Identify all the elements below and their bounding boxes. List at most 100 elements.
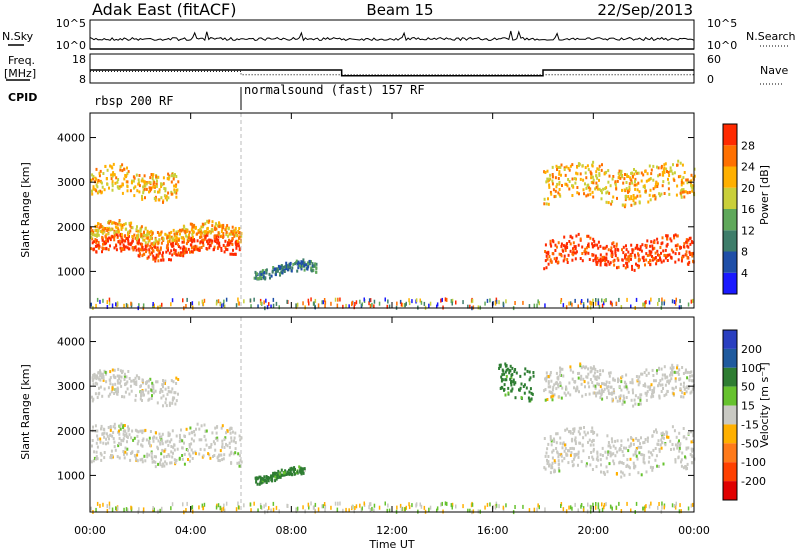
data-cell — [94, 375, 97, 379]
data-cell — [651, 434, 654, 438]
data-cell — [603, 472, 606, 476]
data-cell — [544, 171, 547, 174]
data-cell — [268, 506, 270, 511]
data-cell — [117, 387, 119, 391]
data-cell — [621, 188, 623, 192]
data-cell — [599, 244, 602, 248]
data-cell — [134, 398, 137, 402]
data-cell — [680, 464, 683, 468]
data-cell — [595, 256, 598, 260]
data-cell — [259, 298, 262, 303]
data-cell — [339, 297, 341, 302]
data-cell — [608, 444, 611, 448]
data-cell — [204, 222, 207, 226]
data-cell — [645, 244, 648, 248]
data-cell — [234, 431, 237, 435]
data-cell — [157, 175, 160, 179]
data-cell — [104, 165, 107, 168]
data-cell — [183, 240, 185, 244]
data-cell — [90, 226, 92, 230]
data-cell — [613, 378, 616, 382]
data-cell — [591, 242, 594, 246]
data-cell — [644, 304, 646, 309]
data-cell — [199, 235, 201, 239]
data-cell — [125, 435, 128, 438]
data-cell — [196, 239, 199, 243]
data-cell — [501, 373, 504, 377]
data-cell — [626, 189, 629, 193]
data-cell — [98, 377, 101, 381]
data-cell — [121, 191, 124, 195]
data-cell — [225, 230, 228, 234]
data-cell — [171, 455, 174, 459]
data-cell — [559, 382, 562, 386]
data-cell — [597, 259, 600, 263]
data-cell — [582, 436, 585, 440]
data-cell — [125, 375, 128, 379]
data-cell — [137, 233, 140, 237]
data-cell — [677, 441, 679, 445]
data-cell — [592, 365, 595, 369]
data-cell — [172, 175, 175, 179]
data-cell — [484, 505, 486, 510]
data-cell — [176, 447, 179, 451]
data-cell — [168, 454, 171, 458]
data-cell — [495, 501, 498, 506]
data-cell — [579, 377, 582, 381]
data-cell — [514, 301, 516, 305]
data-cell — [113, 375, 116, 379]
data-cell — [152, 387, 155, 391]
data-cell — [673, 171, 676, 175]
data-cell — [624, 173, 626, 176]
nsearch-label: N.Search — [746, 30, 796, 43]
data-cell — [575, 171, 578, 175]
data-cell — [99, 180, 102, 184]
data-cell — [161, 506, 163, 511]
data-cell — [646, 390, 649, 394]
data-cell — [672, 387, 675, 391]
data-cell — [574, 380, 577, 383]
data-cell — [450, 299, 453, 304]
data-cell — [191, 232, 194, 236]
data-cell — [607, 201, 610, 205]
data-cell — [230, 239, 233, 243]
data-cell — [580, 503, 583, 507]
data-cell — [596, 382, 599, 386]
data-cell — [655, 371, 658, 375]
data-cell — [169, 461, 172, 465]
data-cell — [150, 455, 153, 459]
data-cell — [556, 432, 559, 436]
data-cell — [680, 183, 683, 187]
data-cell — [127, 170, 130, 174]
data-cell — [132, 438, 135, 442]
data-cell — [615, 244, 618, 248]
data-cell — [573, 245, 576, 249]
data-cell — [222, 223, 225, 227]
data-cell — [663, 166, 666, 170]
data-cell — [610, 246, 613, 250]
data-cell — [665, 167, 668, 171]
data-cell — [659, 383, 662, 387]
data-cell — [182, 228, 185, 231]
data-cell — [670, 377, 673, 381]
data-cell — [185, 427, 188, 431]
data-cell — [655, 262, 658, 266]
data-cell — [215, 237, 218, 241]
data-cell — [628, 197, 631, 201]
data-cell — [687, 386, 690, 390]
data-cell — [550, 390, 552, 394]
data-cell — [108, 297, 111, 302]
colorbar-cell — [723, 386, 737, 406]
data-cell — [635, 501, 638, 506]
data-cell — [230, 439, 233, 443]
data-cell — [265, 271, 268, 275]
data-cell — [96, 429, 99, 433]
data-cell — [658, 173, 661, 177]
data-cell — [628, 182, 631, 186]
data-cell — [172, 228, 175, 232]
data-cell — [185, 228, 187, 232]
data-cell — [324, 508, 326, 512]
data-cell — [543, 267, 546, 271]
data-cell — [202, 243, 205, 247]
